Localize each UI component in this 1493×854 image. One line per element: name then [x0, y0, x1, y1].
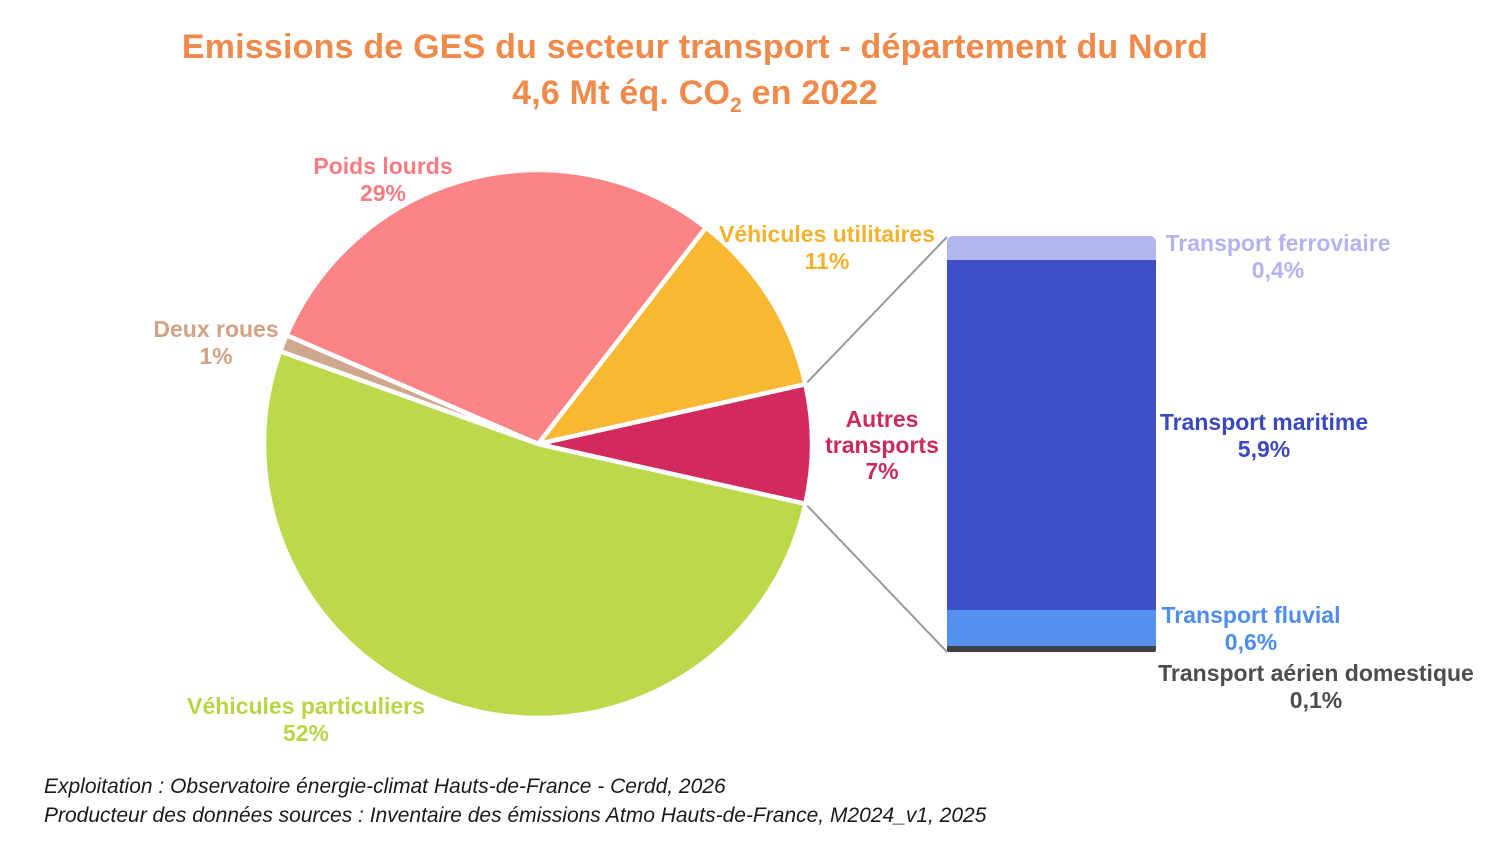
label-autres-transports: Autres transports 7%	[802, 406, 962, 484]
pie-slice-poids-lourds	[284, 167, 709, 447]
source-producteur: Producteur des données sources : Inventa…	[44, 804, 987, 827]
pie-slice-v-hicules-particuliers	[261, 348, 808, 721]
segment-percent: 0,6%	[1224, 629, 1278, 655]
segment-name: Transport aérien domestique	[1158, 660, 1474, 686]
segment-percent: 0,1%	[1289, 687, 1343, 713]
label-poids-lourds: Poids lourds 29%	[313, 153, 452, 207]
label-transport-aerien: Transport aérien domestique 0,1%	[1158, 660, 1474, 714]
chart-subtitle-pre: 4,6 Mt éq. CO	[512, 74, 731, 112]
slice-percent: 11%	[804, 248, 850, 274]
chart-subtitle-sub: 2	[730, 93, 743, 117]
segment-percent: 0,4%	[1251, 257, 1305, 283]
segment-name: Transport ferroviaire	[1165, 230, 1391, 256]
label-transport-ferroviaire: Transport ferroviaire 0,4%	[1166, 230, 1391, 284]
slice-name: Véhicules particuliers	[187, 693, 425, 719]
source-note: Exploitation : Observatoire énergie-clim…	[44, 772, 986, 830]
segment-name: Transport fluvial	[1161, 602, 1341, 628]
slice-name: Poids lourds	[313, 153, 453, 179]
breakdown-bar	[947, 236, 1156, 652]
segment-percent: 5,9%	[1237, 436, 1291, 462]
label-transport-maritime: Transport maritime 5,9%	[1160, 409, 1368, 463]
bar-segment-transport-a-rien-domestique	[947, 646, 1156, 652]
slice-percent: 7%	[865, 458, 899, 484]
slice-name: Deux roues	[153, 316, 279, 342]
bar-segment-transport-maritime	[947, 259, 1156, 611]
pie-slice-v-hicules-utilitaires	[535, 225, 808, 447]
slice-percent: 1%	[199, 343, 233, 369]
chart-title: Emissions de GES du secteur transport - …	[0, 24, 1390, 116]
label-vehicules-utilitaires: Véhicules utilitaires 11%	[719, 221, 935, 275]
label-vehicules-particuliers: Véhicules particuliers 52%	[187, 693, 425, 747]
segment-name: Transport maritime	[1159, 409, 1369, 435]
pie-slice-autres-transports	[535, 381, 815, 507]
chart-subtitle-post: en 2022	[742, 74, 878, 112]
label-transport-fluvial: Transport fluvial 0,6%	[1162, 602, 1341, 656]
bar-segment-transport-ferroviaire	[947, 236, 1156, 260]
connector-line-bottom	[804, 503, 948, 653]
bar-segment-transport-fluvial	[947, 610, 1156, 647]
label-deux-roues: Deux roues 1%	[153, 316, 278, 370]
source-exploitation: Exploitation : Observatoire énergie-clim…	[44, 775, 726, 798]
slice-percent: 29%	[359, 180, 407, 206]
slice-percent: 52%	[282, 720, 330, 746]
connector-line-top	[804, 236, 948, 385]
slice-name: Véhicules utilitaires	[718, 221, 936, 247]
chart-title-line1: Emissions de GES du secteur transport - …	[181, 28, 1209, 66]
slice-name: Autres transports	[825, 406, 939, 458]
